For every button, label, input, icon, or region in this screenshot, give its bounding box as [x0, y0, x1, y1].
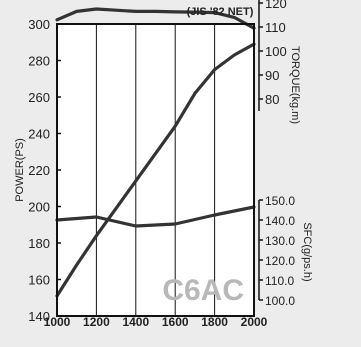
torque-tick-label: 80 [265, 92, 279, 107]
power-tick-label: 220 [28, 163, 50, 178]
sfc-axis: 150.0 140.0 130.0 120.0 110.0 100.0 [258, 194, 295, 308]
sfc-axis-label: SFC(g/ps.h) [301, 222, 313, 281]
plot-background [57, 24, 254, 316]
sfc-tick-label: 120.0 [265, 254, 295, 268]
sfc-tick-label: 100.0 [265, 294, 295, 308]
power-tick-label: 140 [28, 309, 50, 324]
torque-tick-label: 120 [265, 0, 287, 11]
x-tick-label: 1600 [162, 315, 189, 329]
series-lines [55, 7, 256, 298]
power-axis-label: POWER(PS) [14, 138, 26, 202]
power-axis-ticks: 140 160 180 200 220 240 260 280 300 [28, 17, 61, 324]
x-tick-label: 1800 [201, 315, 228, 329]
x-tick-label: 1000 [44, 315, 71, 329]
grid-lines [95, 24, 216, 316]
sfc-tick-label: 130.0 [265, 234, 295, 248]
torque-tick-label: 100 [265, 44, 287, 59]
x-tick-label: 1200 [83, 315, 110, 329]
torque-axis-label: TORQUE(kg.m) [289, 46, 301, 124]
torque-tick-label: 90 [265, 68, 279, 83]
x-tick-label: 1400 [122, 315, 149, 329]
power-tick-label: 260 [28, 90, 50, 105]
power-curve [55, 42, 256, 298]
torque-curve [55, 7, 256, 30]
power-tick-label: 180 [28, 236, 50, 251]
torque-axis: 80 90 100 110 120 [258, 0, 287, 111]
power-tick-label: 300 [28, 17, 50, 32]
power-tick-label: 240 [28, 127, 50, 142]
sfc-tick-label: 150.0 [265, 194, 295, 208]
sfc-curve [55, 205, 256, 228]
power-tick-label: 160 [28, 273, 50, 288]
power-tick-label: 280 [28, 54, 50, 69]
sfc-tick-label: 140.0 [265, 214, 295, 228]
chart-title: (JIS '82 NET) [187, 6, 254, 18]
x-axis-ticks: 1000 1200 1400 1600 1800 2000 [44, 315, 268, 329]
power-tick-label: 200 [28, 200, 50, 215]
sfc-tick-label: 110.0 [265, 274, 294, 288]
x-tick-label: 2000 [241, 315, 268, 329]
torque-tick-label: 110 [265, 20, 286, 35]
model-watermark: C6AC [162, 274, 244, 307]
